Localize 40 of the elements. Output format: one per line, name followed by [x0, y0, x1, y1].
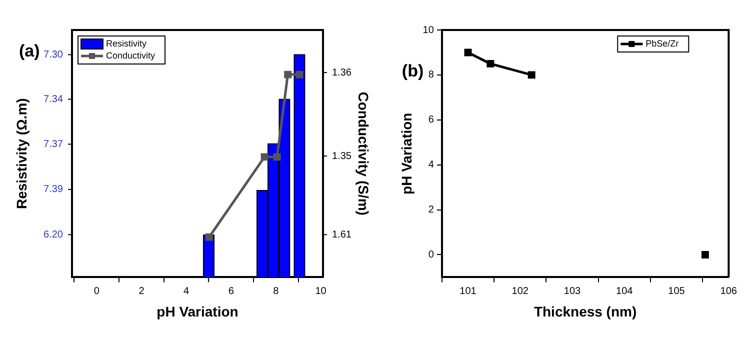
- point: [486, 60, 494, 68]
- x-axis-title: pH Variation: [156, 303, 238, 320]
- y-tick-label: 8: [428, 70, 434, 81]
- y2-axis-title: Conductivity (S/m): [356, 92, 372, 216]
- x-axis-title: Thickness (nm): [534, 303, 637, 320]
- text: 1.61: [332, 229, 352, 240]
- text: 1.35: [332, 150, 352, 162]
- y-tick-label: 6: [428, 114, 434, 126]
- point: [464, 48, 472, 56]
- x-tick-label: 2: [138, 286, 145, 297]
- legend-label: PbSe/Zr: [646, 38, 679, 48]
- x-tick-label: 6: [228, 286, 234, 297]
- point: [528, 71, 536, 79]
- x-tick-label: 4: [184, 286, 190, 297]
- x-tick-label: 106: [720, 286, 738, 297]
- text: 6.20: [44, 229, 64, 240]
- y-tick-label: 2: [428, 204, 434, 216]
- x-tick-label: 103: [564, 286, 582, 297]
- text: 7.30: [44, 49, 64, 60]
- y-axis-title: Resistivity (Ω.m): [13, 98, 30, 210]
- y-tick-label: 4: [428, 160, 434, 171]
- x-tick-label: 0: [94, 286, 100, 297]
- text: 1.36: [332, 67, 352, 78]
- text: 7.34: [44, 94, 64, 105]
- x-tick-label: 104: [616, 286, 634, 297]
- x-tick-label: 10: [315, 286, 327, 297]
- text: 7.39: [44, 184, 64, 196]
- legend-label: Conductivity: [106, 50, 156, 60]
- legend-label: Resistivity: [106, 38, 148, 48]
- x-tick-label: 105: [668, 286, 686, 297]
- y-axis-title: pH Variation: [398, 112, 414, 194]
- text: (b): [402, 62, 424, 81]
- x-tick-label: 102: [512, 286, 529, 297]
- text: (a): [19, 42, 40, 61]
- x-tick-label: 101: [460, 286, 477, 297]
- y-tick-label: 10: [422, 24, 434, 36]
- text: 7.37: [44, 138, 64, 150]
- point: [701, 251, 709, 258]
- y-tick-label: 0: [428, 249, 434, 260]
- x-tick-label: 8: [273, 286, 280, 297]
